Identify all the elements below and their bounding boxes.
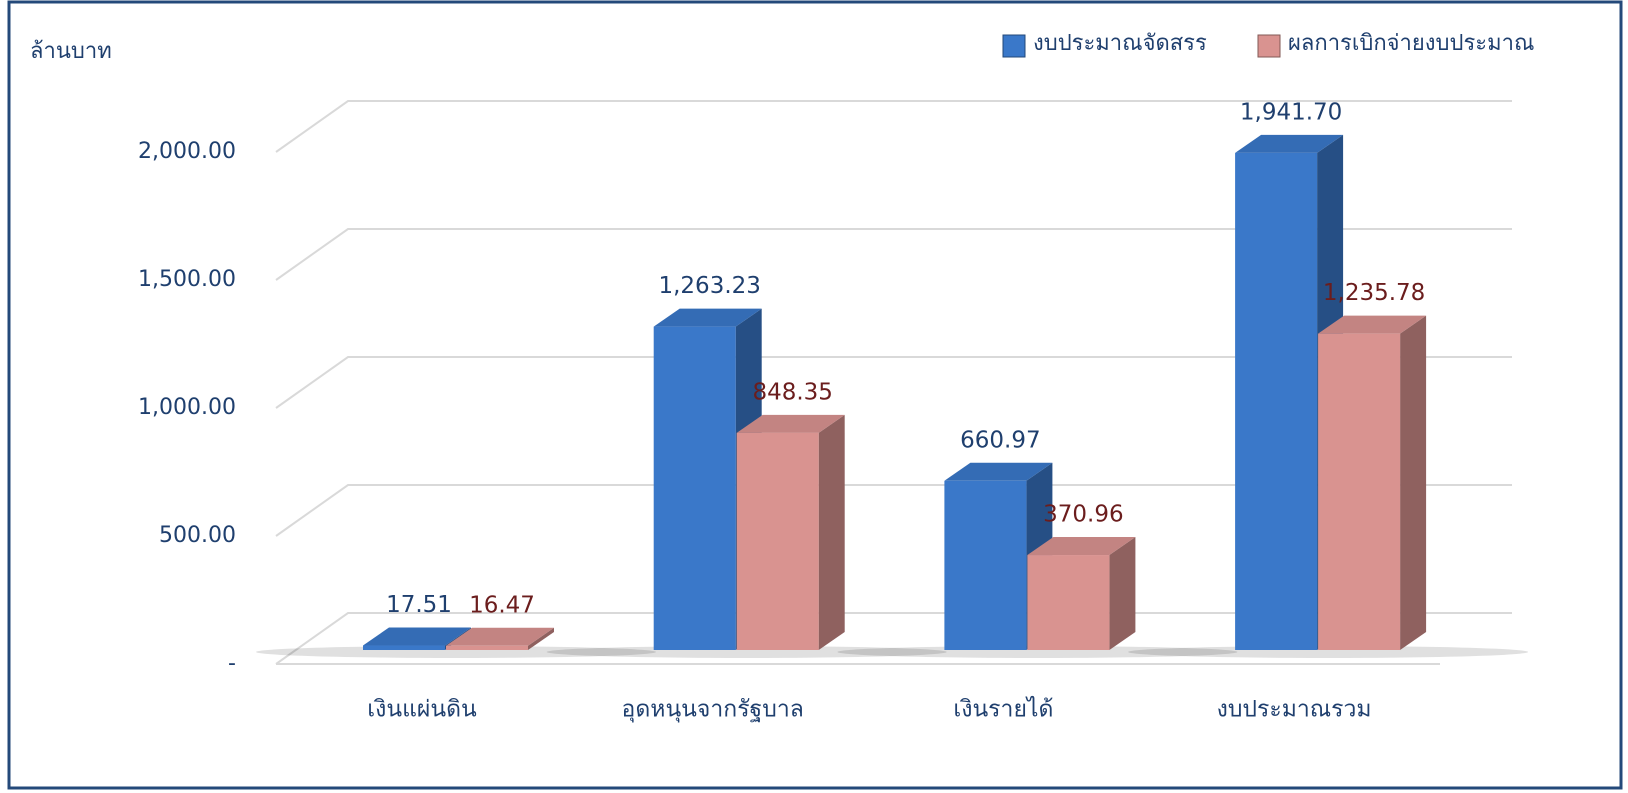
value-label: 17.51 bbox=[386, 592, 452, 618]
bar-top bbox=[944, 462, 1053, 481]
bar-top bbox=[653, 308, 762, 327]
bar bbox=[363, 645, 445, 650]
bar-top bbox=[736, 414, 845, 433]
bar bbox=[1235, 152, 1318, 650]
value-label: 16.47 bbox=[469, 592, 535, 618]
bar bbox=[944, 480, 1027, 650]
value-label: 660.97 bbox=[960, 427, 1040, 453]
x-tick-label: เงินแผ่นดิน bbox=[367, 697, 477, 723]
grid-line bbox=[275, 100, 1512, 153]
y-tick-label: 500.00 bbox=[159, 523, 236, 548]
bar bbox=[446, 645, 528, 650]
bar-shadow bbox=[546, 646, 947, 658]
bar-top bbox=[1027, 537, 1136, 556]
grid-line bbox=[275, 228, 1512, 281]
x-tick-label: อุดหนุนจากรัฐบาล bbox=[622, 697, 804, 723]
y-tick-label: 1,000.00 bbox=[138, 395, 236, 420]
bar-side bbox=[528, 627, 554, 650]
grid-line bbox=[275, 356, 1512, 409]
bar-shadow bbox=[256, 646, 656, 658]
bar-side bbox=[1109, 537, 1136, 650]
value-label: 1,235.78 bbox=[1323, 280, 1425, 306]
bar-top bbox=[446, 627, 554, 646]
bar-shadow bbox=[1128, 646, 1529, 658]
legend-label: ผลการเบิกจ่ายงบประมาณ bbox=[1288, 31, 1534, 56]
x-tick-label: งบประมาณรวม bbox=[1217, 697, 1372, 723]
y-axis-label: ล้านบาท bbox=[30, 39, 112, 64]
bar bbox=[1318, 333, 1401, 650]
value-label: 1,263.23 bbox=[658, 273, 760, 299]
grid-line bbox=[275, 484, 1512, 537]
bar-side bbox=[1400, 315, 1427, 650]
bar-side bbox=[818, 414, 845, 650]
legend-swatch bbox=[1002, 34, 1026, 58]
bar-shadow bbox=[837, 646, 1238, 658]
y-tick-label: 2,000.00 bbox=[138, 139, 236, 164]
y-tick-label: - bbox=[228, 651, 236, 676]
bar-top bbox=[1235, 134, 1344, 153]
y-tick-label: 1,500.00 bbox=[138, 267, 236, 292]
bar-top bbox=[1318, 315, 1427, 334]
x-tick-label: เงินรายได้ bbox=[953, 696, 1053, 723]
value-label: 370.96 bbox=[1043, 502, 1123, 528]
legend-label: งบประมาณจัดสรร bbox=[1033, 31, 1207, 56]
bar bbox=[736, 432, 819, 650]
bar bbox=[653, 326, 736, 650]
bar bbox=[1027, 555, 1110, 650]
bar-top bbox=[363, 627, 471, 646]
value-label: 1,941.70 bbox=[1240, 99, 1342, 125]
legend-swatch bbox=[1257, 34, 1281, 58]
value-label: 848.35 bbox=[752, 379, 832, 405]
